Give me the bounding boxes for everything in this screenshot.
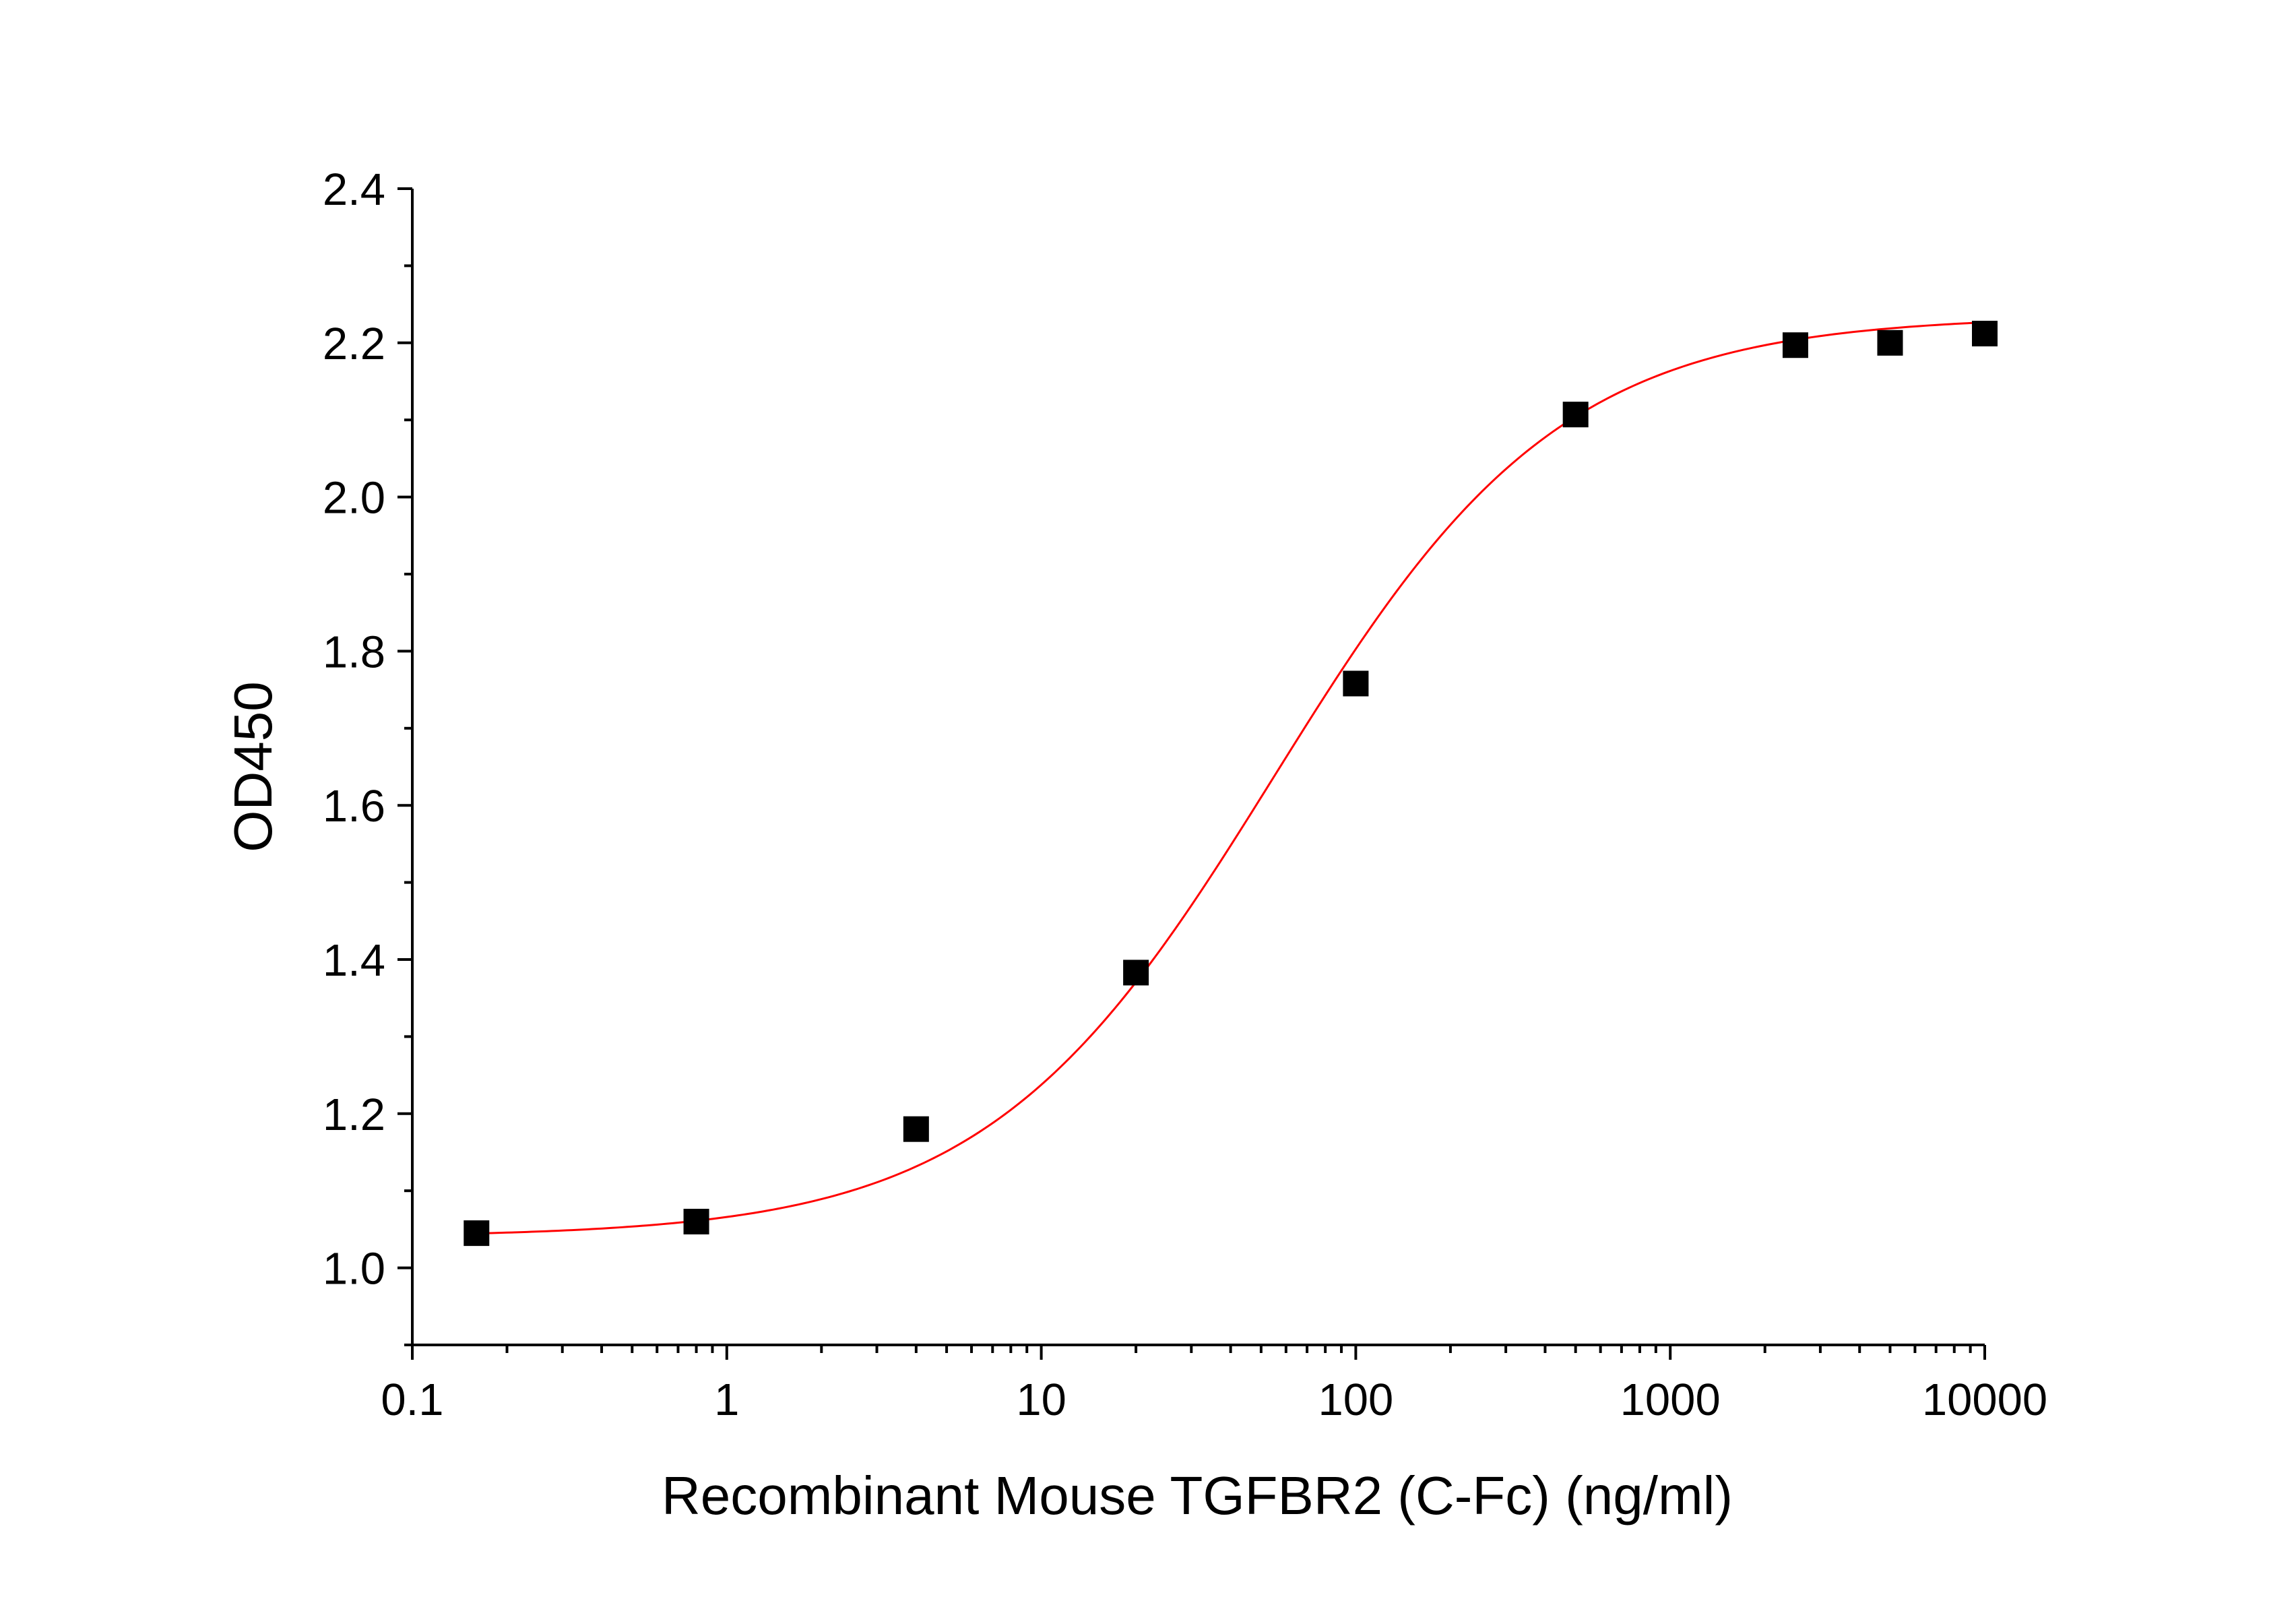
- x-tick-label: 1: [714, 1375, 739, 1425]
- y-tick-label: 2.4: [323, 164, 385, 215]
- y-axis-title: OD450: [223, 681, 283, 852]
- data-point: [1123, 960, 1149, 986]
- x-tick-label: 10000: [1922, 1375, 2047, 1425]
- x-axis-title: Recombinant Mouse TGFBR2 (C-Fc) (ng/ml): [662, 1466, 1733, 1526]
- x-tick-label: 100: [1318, 1375, 1394, 1425]
- data-point: [1877, 329, 1903, 356]
- data-point: [1782, 332, 1808, 358]
- x-tick-label: 0.1: [381, 1375, 443, 1425]
- y-tick-label: 1.0: [323, 1244, 385, 1294]
- y-tick-label: 2.2: [323, 319, 385, 369]
- y-tick-label: 1.8: [323, 627, 385, 677]
- data-point: [1972, 321, 1998, 347]
- y-tick-label: 1.2: [323, 1090, 385, 1140]
- y-tick-label: 1.6: [323, 781, 385, 831]
- data-point: [903, 1116, 929, 1142]
- fit-curve: [476, 321, 1985, 1235]
- x-tick-label: 1000: [1620, 1375, 1721, 1425]
- data-point: [1562, 402, 1589, 428]
- data-points: [464, 321, 1998, 1247]
- fit-layer: [476, 321, 1985, 1235]
- data-point: [1343, 670, 1369, 697]
- y-tick-label: 2.0: [323, 473, 385, 524]
- axes: [397, 187, 1986, 1360]
- data-point: [464, 1220, 490, 1247]
- y-tick-label: 1.4: [323, 935, 385, 986]
- data-point: [683, 1208, 709, 1234]
- axis-labels: Recombinant Mouse TGFBR2 (C-Fc) (ng/ml) …: [223, 164, 2047, 1526]
- x-tick-label: 10: [1016, 1375, 1066, 1425]
